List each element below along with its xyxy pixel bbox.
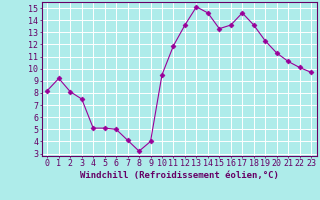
X-axis label: Windchill (Refroidissement éolien,°C): Windchill (Refroidissement éolien,°C): [80, 171, 279, 180]
